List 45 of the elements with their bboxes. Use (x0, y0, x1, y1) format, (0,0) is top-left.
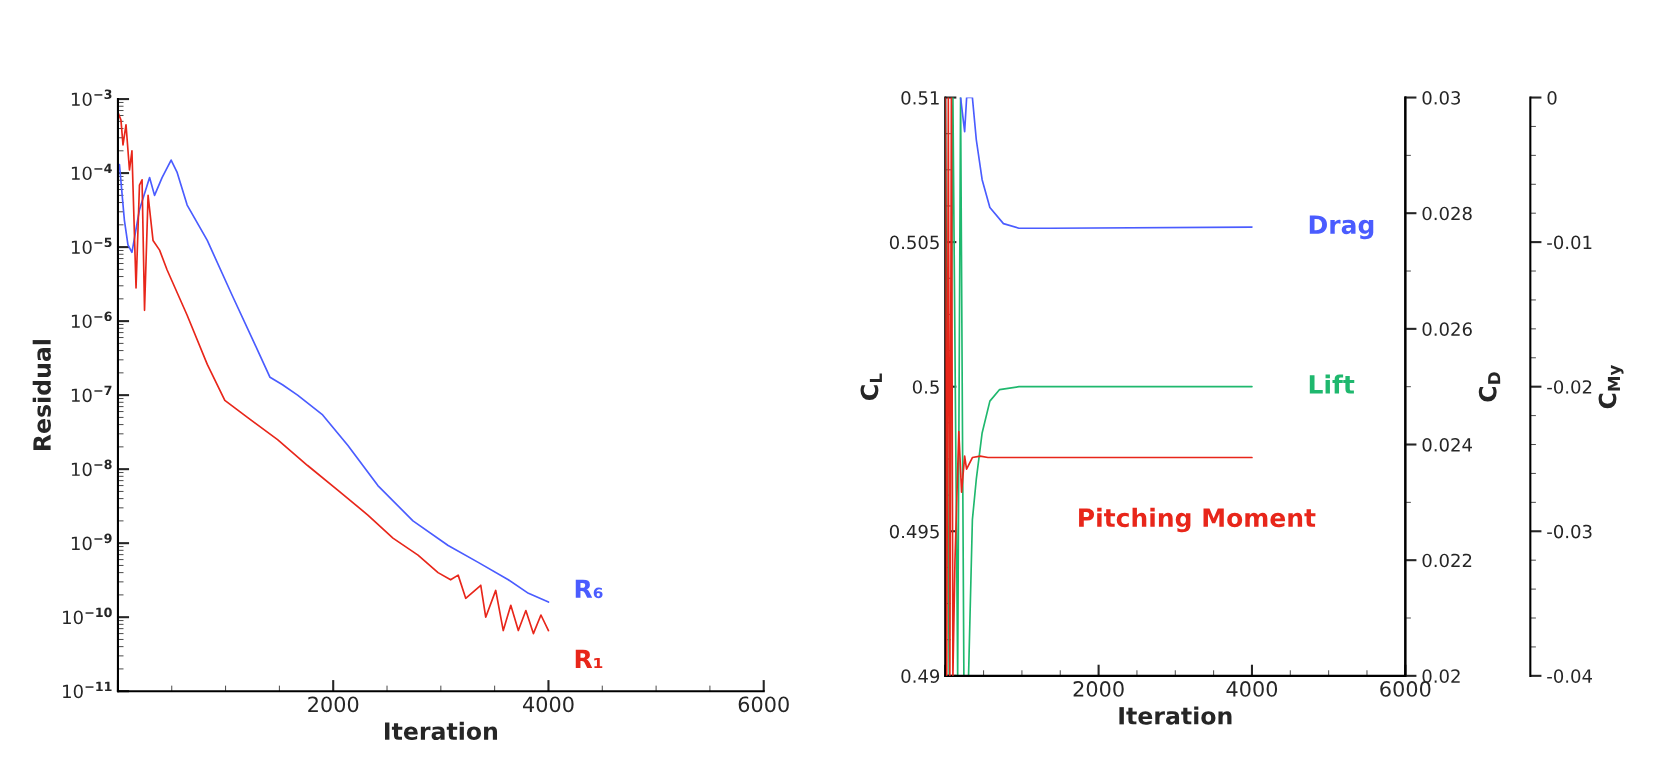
y2-tick-label: 0.02 (1422, 669, 1460, 683)
y2-tick-label: 0.022 (1422, 553, 1472, 568)
series-label: R₆ (575, 579, 603, 599)
x-tick-label: 2000 (1073, 681, 1124, 697)
x-axis-title: Iteration (384, 721, 498, 741)
x-tick-label: 6000 (1380, 681, 1431, 697)
y-tick-label: 10$^{−9}$ (71, 533, 112, 551)
y-tick-label: 10$^{−10}$ (63, 607, 112, 625)
y2-tick-label: 0.028 (1422, 206, 1472, 221)
y-tick-label: 0.49 (901, 669, 940, 683)
y-axis-title: C$_{L}$ (860, 373, 882, 400)
y3-tick-label: -0.04 (1547, 669, 1592, 683)
line-series (118, 159, 550, 603)
series-label: R₁ (575, 649, 603, 669)
y3-axis-title: C$_{My}$ (1598, 365, 1624, 409)
text: Lift (1309, 374, 1355, 394)
y-axis-title: Residual (32, 340, 51, 451)
y2-tick-label: 0.03 (1422, 91, 1461, 105)
text: Drag (1309, 215, 1374, 240)
x-tick-label: 4000 (1226, 681, 1278, 697)
y3-tick-label: 0 (1547, 91, 1557, 105)
y-tick-label: 10$^{−4}$ (71, 163, 112, 181)
line-series (117, 111, 550, 635)
y-tick-label: 0.495 (889, 524, 939, 539)
y2-tick-label: 0.026 (1422, 322, 1472, 336)
x-axis-title: Iteration (1119, 706, 1232, 725)
x-tick-label: 4000 (522, 696, 574, 713)
x-tick-label: 6000 (738, 696, 789, 713)
y-tick-label: 0.505 (889, 235, 939, 250)
y3-tick-label: -0.01 (1547, 235, 1592, 250)
y-tick-label: 0.51 (901, 91, 939, 105)
y-tick-label: 10$^{−8}$ (71, 459, 112, 477)
text: Pitching Moment (1079, 507, 1316, 533)
y-tick-label: 10$^{−7}$ (71, 385, 112, 403)
y-tick-label: 0.5 (912, 380, 939, 394)
y3-tick-label: -0.02 (1547, 380, 1592, 394)
x-tick-label: 2000 (308, 696, 359, 713)
y-tick-label: 10$^{−5}$ (71, 237, 112, 255)
y-tick-label: 10$^{−6}$ (71, 311, 112, 329)
y-tick-label: 10$^{−11}$ (63, 681, 112, 699)
line-series (959, 97, 1253, 230)
y3-tick-label: -0.03 (1547, 524, 1592, 539)
y2-axis-title: C$_{D}$ (1478, 372, 1501, 402)
y2-tick-label: 0.024 (1422, 437, 1472, 452)
y-tick-label: 10$^{−3}$ (71, 89, 112, 107)
